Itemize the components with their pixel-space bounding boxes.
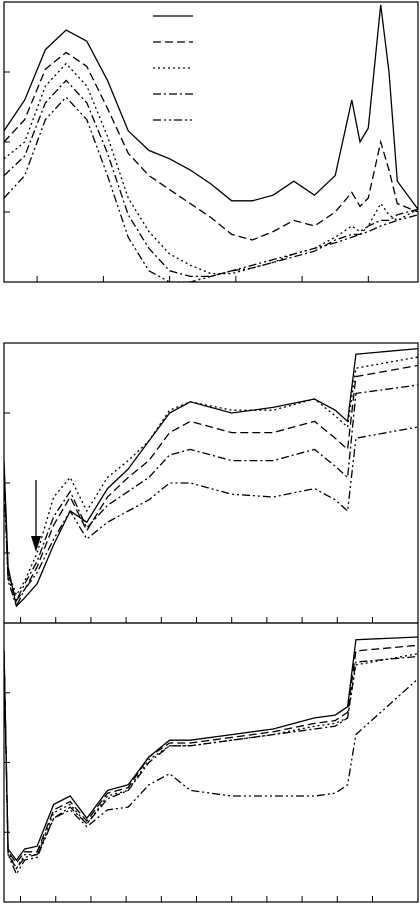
series-line — [4, 79, 418, 278]
series-line — [4, 636, 418, 862]
plot-area — [3, 342, 419, 624]
series-line — [4, 347, 418, 608]
series-line — [4, 384, 418, 603]
arrow-annotation — [31, 480, 41, 552]
series-line — [4, 96, 418, 282]
series-line — [4, 644, 418, 864]
series-line — [4, 4, 418, 210]
plot-area — [3, 1, 419, 283]
axes-frame — [3, 1, 419, 283]
series-line — [4, 650, 418, 870]
series-line — [4, 650, 418, 870]
axes-frame — [3, 622, 419, 903]
plot-area — [3, 622, 419, 903]
series-line — [4, 656, 418, 876]
series-line — [4, 356, 418, 597]
series-line — [4, 426, 418, 608]
series-line — [4, 62, 418, 275]
series-line — [4, 51, 418, 241]
legend — [153, 15, 194, 121]
